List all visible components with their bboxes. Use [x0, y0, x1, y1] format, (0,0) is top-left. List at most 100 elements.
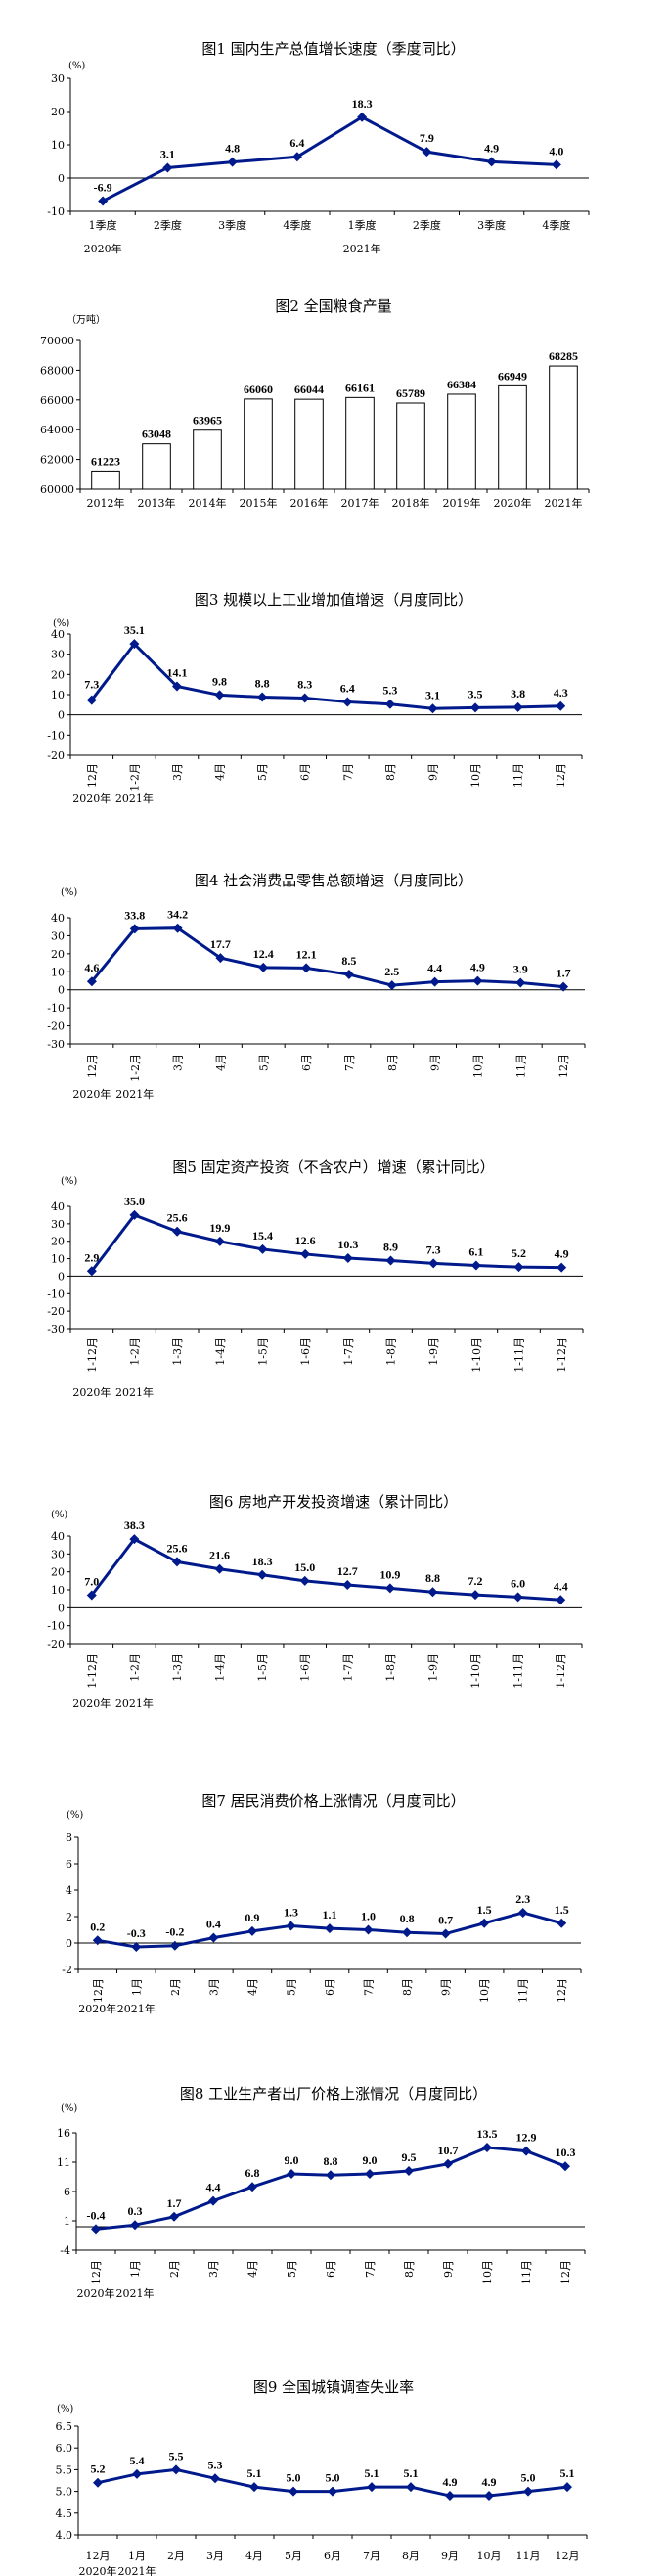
point-marker	[422, 147, 432, 158]
x-tick-label: 12月	[86, 763, 99, 788]
y-tick-label: -20	[47, 1305, 65, 1318]
point-marker	[172, 1226, 183, 1237]
x-tick-label: 3月	[207, 1978, 220, 1996]
year-label: 2021年	[115, 791, 154, 805]
y-tick-label: 5.5	[56, 2463, 73, 2476]
y-tick-label: 6	[64, 2186, 70, 2198]
x-tick-label: 8月	[402, 2550, 420, 2562]
data-label: 5.1	[560, 2466, 575, 2480]
x-tick-label: 11月	[520, 2260, 533, 2284]
point-marker	[402, 1927, 413, 1938]
point-marker	[93, 2477, 103, 2488]
y-tick-label: 20	[51, 1566, 65, 1579]
data-label: 4.4	[206, 2181, 221, 2194]
data-label: -6.9	[94, 180, 112, 194]
point-marker	[132, 2468, 142, 2479]
data-label: 4.3	[554, 686, 568, 700]
y-tick-label: 16	[57, 2127, 70, 2140]
y-tick-label: 20	[51, 668, 65, 681]
x-tick-label: 9月	[429, 1054, 442, 1071]
data-label: 3.1	[425, 688, 440, 701]
point-marker	[357, 112, 368, 122]
y-tick-label: 6.0	[56, 2442, 73, 2455]
data-label: 5.3	[382, 684, 397, 698]
data-label: 66044	[294, 383, 324, 396]
y-tick-label: 6	[66, 1858, 72, 1871]
bar	[498, 384, 527, 490]
unit-label: (%)	[53, 618, 69, 629]
data-label: 7.3	[84, 678, 99, 692]
year-label: 2021年	[115, 1087, 154, 1101]
bar	[91, 470, 120, 490]
bar	[142, 443, 171, 490]
point-marker	[384, 699, 395, 709]
x-tick-label: 12月	[556, 2550, 580, 2562]
unit-label: (%)	[61, 1176, 77, 1187]
data-label: 5.1	[247, 2466, 262, 2480]
year-label: 2020年	[77, 2286, 115, 2300]
y-tick-label: -20	[47, 1020, 65, 1033]
data-label: 1.0	[361, 1910, 376, 1923]
point-marker	[367, 2482, 377, 2493]
year-label: 2021年	[343, 242, 381, 255]
point-marker	[556, 700, 566, 711]
x-tick-label: 12月	[92, 1978, 105, 2003]
point-marker	[92, 1935, 103, 1946]
data-label: 8.5	[341, 954, 356, 968]
chart-svg-c2: 图2 全国粮食产量 （万吨） 60000 62000 64000 66000 68000 70…	[40, 297, 590, 510]
point-marker	[291, 152, 302, 162]
data-label: 15.4	[252, 1229, 273, 1243]
data-label: 66384	[447, 378, 476, 391]
bar	[447, 393, 476, 490]
data-label: 1.7	[557, 967, 571, 980]
y-tick-label: 10	[51, 966, 65, 978]
point-marker	[129, 924, 140, 934]
data-label: 4.9	[443, 2475, 458, 2489]
chart-panel-c7: 图7 居民消费价格上涨情况（月度同比） (%) -2 0 2 4 6 8 12月 1月 2月 3月 4月…	[0, 1722, 668, 2025]
x-tick-label: 4季度	[283, 218, 311, 232]
point-marker	[171, 1557, 182, 1567]
point-marker	[470, 1590, 481, 1601]
y-tick-label: 11	[57, 2156, 70, 2169]
point-marker	[472, 975, 483, 986]
x-tick-label: 2月	[169, 1978, 182, 1996]
x-tick-label: 6月	[300, 1054, 313, 1071]
x-tick-label: 3季度	[218, 218, 246, 232]
unit-label: (%)	[67, 1810, 83, 1821]
data-label: 5.5	[169, 2449, 184, 2463]
point-marker	[129, 639, 140, 650]
year-label: 2020年	[78, 2002, 116, 2015]
chart-panel-c6: 图6 房地产开发投资增速（累计同比） (%) -20 -10 0 10 20 30 40 1-12…	[0, 1409, 668, 1722]
x-tick-label: 1-9月	[426, 1653, 439, 1682]
point-marker	[215, 953, 226, 964]
data-label: 8.9	[383, 1241, 398, 1254]
data-label: -0.4	[87, 2208, 106, 2222]
year-label: 2020年	[72, 791, 111, 805]
x-tick-label: 2月	[168, 2260, 181, 2278]
data-label: 5.0	[521, 2471, 536, 2485]
x-tick-label: 1-10月	[469, 1653, 482, 1689]
data-label: 10.9	[379, 1567, 400, 1581]
x-tick-label: 2季度	[413, 218, 441, 232]
y-tick-label: 40	[51, 628, 65, 641]
data-label: 63965	[193, 414, 222, 428]
data-label: 8.8	[324, 2154, 338, 2168]
point-marker	[249, 2482, 259, 2493]
x-tick-label: 1-12月	[555, 1653, 567, 1689]
x-tick-label: 1月	[128, 2550, 146, 2562]
data-label: 18.3	[252, 1555, 273, 1568]
x-tick-label: 1季度	[348, 218, 377, 232]
data-label: 0.4	[206, 1918, 221, 1931]
y-tick-label: 10	[51, 1584, 65, 1597]
data-label: 7.9	[420, 131, 434, 145]
data-label: 8.8	[425, 1571, 440, 1585]
point-marker	[169, 2211, 179, 2222]
data-label: -0.2	[165, 1925, 184, 1939]
point-marker	[171, 681, 182, 692]
y-tick-label: -20	[47, 749, 65, 762]
y-tick-label: 40	[51, 1530, 65, 1543]
x-tick-label: 9月	[426, 763, 439, 781]
data-label: 6.8	[245, 2166, 260, 2180]
x-tick-label: 1季度	[89, 218, 117, 232]
y-tick-label: 8	[66, 1831, 72, 1844]
